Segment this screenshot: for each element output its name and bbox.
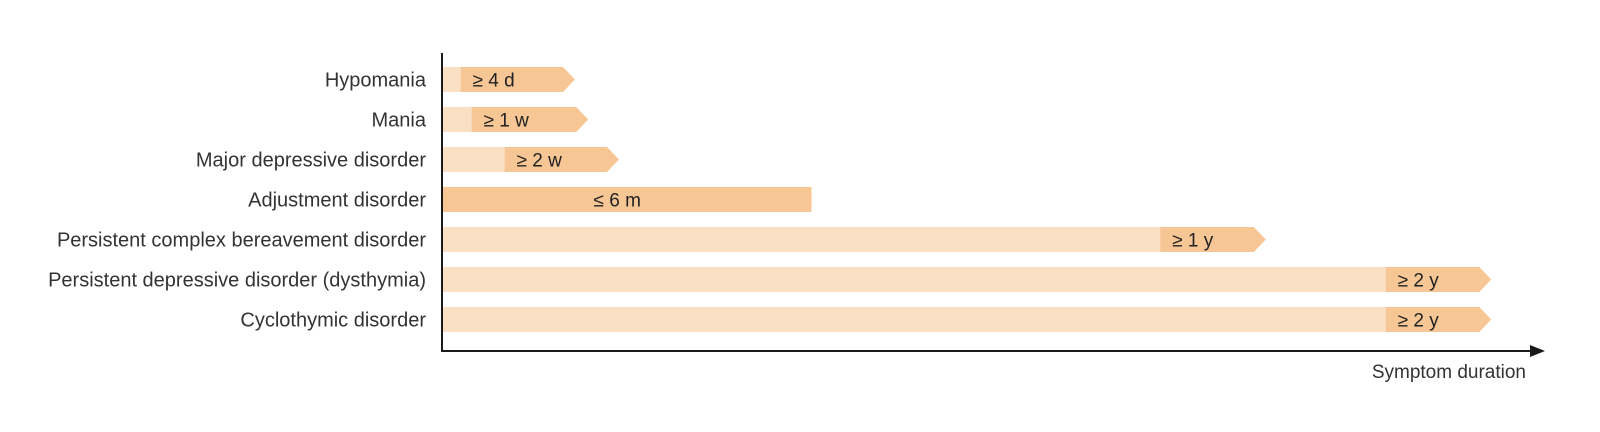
duration-label: ≥ 1 w [484,111,530,132]
row-label: Persistent depressive disorder (dysthymi… [48,270,426,292]
bar-segment [471,107,589,132]
axes: Symptom duration [441,53,1545,383]
bar-track [443,107,472,132]
row-label: Cyclothymic disorder [240,310,426,332]
bar-segment [504,147,619,172]
row-label: Adjustment disorder [248,190,426,212]
bar-segment [1385,307,1492,332]
bar-track [443,147,505,172]
chart-row: Cyclothymic disorder ≥ 2 y [240,307,1492,332]
duration-label: ≥ 2 y [1398,311,1440,332]
bar-segment [443,187,812,212]
chart-row: Persistent complex bereavement disorder ≥… [57,227,1266,252]
row-label: Persistent complex bereavement disorder [57,230,426,252]
x-axis-label: Symptom duration [1372,362,1526,383]
bar-segment [1160,227,1266,252]
duration-label: ≥ 2 w [517,151,563,172]
chart-row: Hypomania ≥ 4 d [325,67,575,92]
bars-layer: Hypomania ≥ 4 d Mania ≥ 1 w Major depressive… [48,67,1492,332]
chart-row: Mania ≥ 1 w [372,107,589,132]
x-axis-arrowhead-icon [1530,345,1545,357]
duration-label: ≥ 2 y [1398,271,1440,292]
bar-track [443,307,1386,332]
row-label: Major depressive disorder [196,150,426,172]
duration-label: ≥ 4 d [473,71,515,92]
duration-label: ≥ 1 y [1172,231,1214,252]
chart-row: Adjustment disorder ≤ 6 m [248,187,812,212]
bar-track [443,67,461,92]
row-label: Mania [372,110,427,132]
bar-track [443,227,1161,252]
bar-track [443,267,1386,292]
duration-label: ≤ 6 m [594,191,641,212]
row-label: Hypomania [325,70,427,92]
bar-segment [460,67,575,92]
chart-row: Persistent depressive disorder (dysthymi… [48,267,1492,292]
bar-segment [1385,267,1492,292]
chart-row: Major depressive disorder ≥ 2 w [196,147,619,172]
